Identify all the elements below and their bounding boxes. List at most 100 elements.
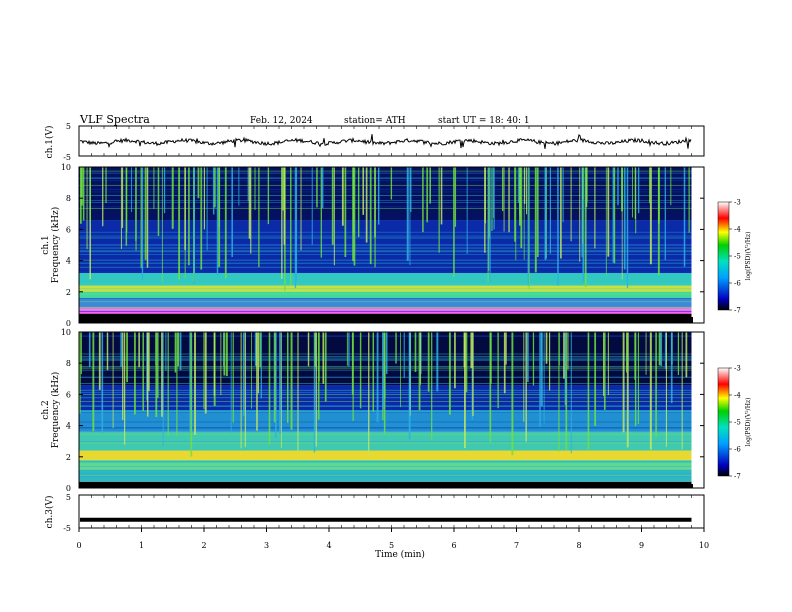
colorbar-tick-label-2-3: -6 [734,446,741,454]
spec-burst-2-76 [80,332,82,375]
spec-burst-2-79 [505,332,507,365]
spec-burst-2-114 [256,332,258,431]
spec-burst-2-97 [351,332,354,395]
spec-burst-1-24 [390,167,393,200]
x-tick-label-6: 6 [451,541,456,550]
spec-burst-2-25 [526,332,529,382]
spec-burst-1-16 [562,167,564,223]
spec-line-2-20 [79,468,692,469]
spec-burst-2-129 [273,332,276,423]
ch3-frame [78,494,705,529]
spec-line-1-26 [79,191,692,193]
spec-burst-1-78 [526,167,528,215]
spec-burst-2-14 [190,332,193,457]
spec-burst-1-65 [557,167,559,286]
spec-burst-1-124 [141,167,144,281]
spec-ytick-label-1-4: 8 [66,194,71,203]
spec-burst-1-102 [649,167,651,204]
ch3-ytick-top: 5 [66,493,71,502]
ch1-ytick-top: 5 [66,122,71,131]
colorbar-tick-label-1-2: -5 [734,253,741,261]
spec-burst-1-60 [688,167,690,233]
spec-line-1-8 [79,237,692,239]
spec-line-1-5 [79,244,692,246]
x-tick-label-1: 1 [139,541,144,550]
spec-burst-2-80 [385,332,388,374]
spec-line-1-24 [79,251,692,253]
spec-burst-2-87 [254,332,257,366]
spec-line-1-19 [79,195,692,196]
spec-ytick-label-2-5: 10 [61,328,71,337]
spec-burst-1-90 [105,167,107,204]
spec-ytick-label-1-3: 6 [66,225,71,234]
ch1-spec-ylabel: Frequency (kHz) [50,207,61,284]
x-tick-label-7: 7 [514,541,519,550]
spec-line-1-18 [79,172,692,174]
spec-ytick-label-2-4: 8 [66,359,71,368]
ch1-waveform-line [79,133,692,149]
spec-burst-2-33 [313,332,316,453]
spec-burst-1-49 [489,167,491,282]
spec-burst-2-5 [539,332,541,427]
spec-burst-2-13 [120,332,123,367]
spec-burst-2-7 [470,332,473,368]
spec-burst-1-93 [528,167,530,290]
spec-line-2-19 [79,433,692,435]
spec-burst-1-91 [146,167,149,268]
spec-burst-2-91 [240,332,242,449]
spec-burst-1-25 [121,167,124,228]
spec-burst-2-121 [511,332,514,456]
spec-burst-1-52 [316,167,318,208]
colorbar-2: -3 -4 -5 -6 -7 log(PSD)(V²/Hz) [717,365,752,481]
spec-burst-1-135 [131,167,132,213]
spec-burst-1-19 [581,167,583,258]
spec-burst-2-89 [268,332,271,445]
spec-burst-1-130 [258,167,260,268]
spec-burst-1-149 [218,167,221,268]
spec-burst-2-78 [563,332,565,379]
spec-burst-2-92 [464,332,466,449]
spec-burst-2-35 [322,332,325,384]
spec-burst-1-41 [178,167,181,280]
spec-line-1-11 [79,288,692,290]
spec-burst-1-69 [582,167,585,282]
spec-ytick-label-2-3: 6 [66,390,71,399]
x-tick-label-5: 5 [389,541,394,550]
spec-burst-1-81 [140,167,142,269]
spec-burst-2-63 [414,332,417,372]
spec-line-1-31 [79,206,692,208]
spec-burst-2-64 [314,332,317,367]
spec-burst-1-47 [163,167,166,214]
spec-burst-1-83 [579,167,581,262]
spec-burst-1-17 [213,167,216,208]
spec-burst-1-3 [296,167,298,281]
spec-burst-2-109 [142,332,144,411]
spec-burst-2-104 [420,332,422,385]
x-tick-label-10: 10 [699,541,709,550]
spec-band-1-3 [79,291,692,299]
spec-burst-1-100 [438,167,440,253]
spec-burst-2-77 [213,332,215,396]
spec-burst-1-87 [267,167,270,225]
x-tick-label-4: 4 [326,541,331,550]
spec-burst-2-2 [567,332,569,370]
spec-burst-1-21 [374,167,376,268]
spec-burst-1-110 [584,167,587,288]
spec-burst-2-58 [147,332,149,417]
spec-burst-1-148 [135,167,137,241]
spec-burst-1-34 [231,167,233,257]
spec-burst-2-145 [203,332,205,410]
colorbar-tick-label-2-4: -7 [734,473,741,481]
spec-burst-1-8 [501,167,504,212]
spec-burst-2-26 [540,332,543,407]
spec-line-1-2 [79,311,692,313]
spec-burst-1-64 [352,167,355,262]
colorbar-tick-label-1-1: -4 [734,226,741,234]
spec-burst-1-138 [453,167,455,277]
spec-burst-2-122 [134,332,136,415]
spec-burst-2-30 [260,332,262,399]
spec-burst-2-32 [251,332,252,409]
spec-line-1-15 [79,244,692,245]
spec-burst-2-136 [220,332,222,396]
